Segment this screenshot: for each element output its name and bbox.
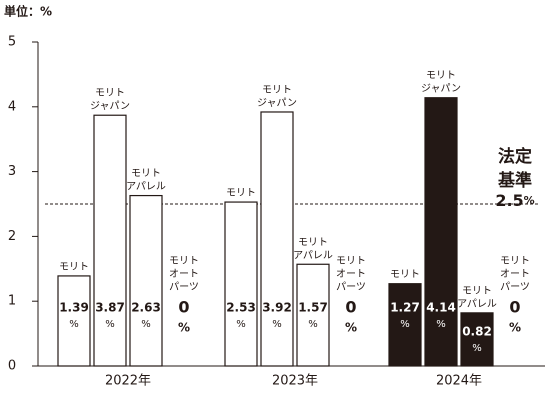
series-label: モリト — [59, 262, 89, 273]
bar — [296, 263, 330, 367]
x-tick-label: 2023年 — [272, 374, 318, 389]
value-unit: % — [345, 321, 357, 335]
series-label: モリト — [426, 71, 456, 82]
reference-number: 2.5 — [495, 191, 523, 210]
bar — [424, 97, 458, 367]
value-unit: % — [308, 319, 318, 330]
series-label: ジャパン — [257, 97, 297, 109]
y-tick-label: 5 — [8, 35, 16, 50]
series-label: モリト — [169, 256, 199, 267]
value-label: 0 — [509, 298, 520, 317]
value-label: 3.87 — [95, 301, 125, 315]
value-label: 0.82 — [462, 324, 492, 338]
x-tick-label: 2024年 — [436, 374, 482, 389]
y-tick-label: 0 — [8, 359, 16, 374]
series-label: モリト — [390, 270, 420, 281]
value-unit: % — [105, 319, 115, 330]
series-label: オート — [169, 268, 199, 280]
value-label: 2.53 — [226, 301, 256, 315]
series-label: アパレル — [293, 249, 333, 261]
bar — [224, 201, 258, 367]
bar — [129, 194, 163, 367]
x-tick-label: 2022年 — [105, 374, 151, 389]
value-unit: % — [141, 319, 151, 330]
bar — [388, 283, 422, 367]
value-unit: % — [400, 319, 410, 330]
series-label: モリト — [95, 88, 125, 99]
series-label: モリト — [262, 85, 292, 96]
series-label: モリト — [336, 256, 366, 267]
bar — [57, 275, 91, 367]
value-label: 1.57 — [298, 301, 328, 315]
series-label: パーツ — [500, 281, 530, 293]
value-label: 4.14 — [426, 301, 456, 315]
series-label: オート — [500, 268, 530, 280]
value-unit: % — [509, 321, 521, 335]
series-label: モリト — [462, 286, 492, 297]
value-unit: % — [272, 319, 282, 330]
unit-label: 単位：% — [4, 4, 52, 19]
reference-unit: % — [524, 194, 535, 207]
value-label: 3.92 — [262, 301, 292, 315]
series-label: パーツ — [336, 281, 366, 293]
y-tick-label: 4 — [8, 99, 16, 114]
series-label: アパレル — [126, 181, 166, 193]
series-label: モリト — [500, 256, 530, 267]
value-unit: % — [436, 319, 446, 330]
y-tick-label: 3 — [8, 164, 16, 179]
series-label: モリト — [298, 237, 328, 248]
reference-label: 法定 — [498, 146, 532, 167]
series-label: モリト — [226, 188, 256, 199]
value-label: 0 — [178, 298, 189, 317]
value-label: 0 — [345, 298, 356, 317]
series-label: ジャパン — [90, 100, 130, 112]
bar — [460, 312, 494, 367]
bar — [93, 114, 127, 367]
value-label: 1.27 — [390, 301, 420, 315]
value-unit: % — [472, 343, 482, 354]
value-unit: % — [236, 319, 246, 330]
value-unit: % — [69, 319, 79, 330]
series-label: オート — [336, 268, 366, 280]
reference-value: 2.5% — [495, 191, 534, 210]
series-label: アパレル — [457, 298, 497, 310]
value-label: 2.63 — [131, 301, 161, 315]
value-label: 1.39 — [59, 301, 89, 315]
reference-label: 基準 — [497, 170, 532, 191]
bar — [260, 111, 294, 367]
series-label: パーツ — [169, 281, 199, 293]
series-label: ジャパン — [421, 83, 461, 95]
y-tick-label: 2 — [8, 229, 16, 244]
series-label: モリト — [131, 169, 161, 180]
value-unit: % — [178, 321, 190, 335]
y-tick-label: 1 — [8, 294, 16, 309]
